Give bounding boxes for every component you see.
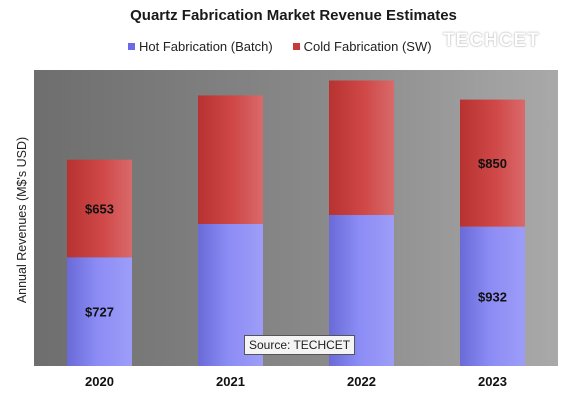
legend-label-hot: Hot Fabrication (Batch) <box>139 38 273 54</box>
legend-swatch-hot <box>128 42 135 50</box>
chart-title: Quartz Fabrication Market Revenue Estima… <box>130 7 457 24</box>
x-tick-2023: 2023 <box>478 374 507 389</box>
bar-cold-2023 <box>460 99 525 227</box>
data-label-cold-2023: $850 <box>478 156 507 171</box>
legend-item-hot: Hot Fabrication (Batch) <box>128 39 273 54</box>
x-tick-2021: 2021 <box>216 374 245 389</box>
data-label-cold-2020: $653 <box>85 202 114 217</box>
techcet-watermark: TECHCET <box>443 30 540 51</box>
bar-hot-2020 <box>67 257 132 366</box>
bars <box>67 80 525 366</box>
x-axis-tick-labels: 2020 2021 2022 2023 <box>85 374 507 389</box>
legend-label-cold: Cold Fabrication (SW) <box>303 38 432 54</box>
bar-cold-2020 <box>67 159 132 258</box>
x-tick-2022: 2022 <box>347 374 376 389</box>
bar-value-labels: $727 $653 $932 $850 <box>85 156 507 320</box>
data-label-hot-2023: $932 <box>478 289 507 304</box>
source-note: Source: TECHCET <box>244 335 356 355</box>
bar-cold-2022 <box>329 80 394 216</box>
bar-hot-2023 <box>460 226 525 366</box>
bar-cold-2021 <box>198 95 263 224</box>
data-label-hot-2020: $727 <box>85 305 114 320</box>
legend: Hot Fabrication (Batch) Cold Fabrication… <box>128 37 452 55</box>
legend-swatch-cold <box>292 42 300 50</box>
x-tick-2020: 2020 <box>85 374 114 389</box>
legend-item-cold: Cold Fabrication (SW) <box>292 38 432 54</box>
